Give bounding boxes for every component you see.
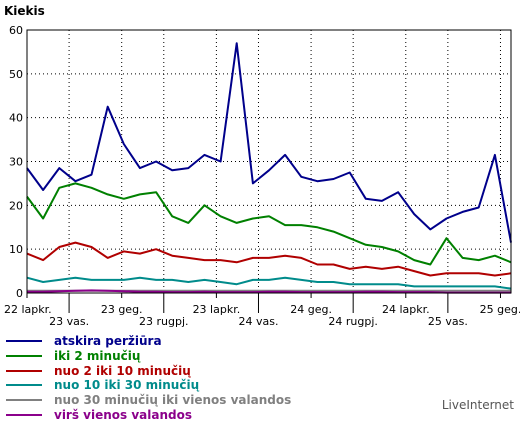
y-axis-ticks: 0 10 20 30 40 50 60 [9,24,23,300]
series-line-0 [26,42,512,243]
legend-swatch [6,413,42,416]
y-tick-label: 0 [16,287,23,300]
chart-title: Kiekis [4,4,45,18]
legend-swatch [6,384,42,387]
x-tick-label: 23 lapkr. [193,303,241,316]
legend-label: nuo 30 minučių iki vienos valandos [54,393,292,408]
plot-frame [26,29,512,294]
x-tick-label: 24 lapkr. [382,303,430,316]
legend: atskira peržiūra iki 2 minučių nuo 2 iki 1… [6,334,291,422]
series-lines [26,42,512,294]
x-tick-label: 24 rugpj. [328,315,378,328]
y-tick-label: 10 [9,243,23,256]
y-tick-label: 20 [9,199,23,212]
y-tick-label: 40 [9,112,23,125]
x-tick-label: 24 vas. [238,315,278,328]
legend-swatch [6,340,42,343]
legend-label: virš vienos valandos [54,407,193,422]
series-line-1 [26,182,512,266]
x-axis-ticks: 22 lapkr. 23 geg. 23 lapkr. 24 geg. 24 lapkr… [4,293,520,328]
series-line-2 [26,241,512,277]
legend-item: virš vienos valandos [6,407,291,422]
series-line-5 [27,289,511,294]
y-tick-label: 30 [9,156,23,169]
legend-label: iki 2 minučių [54,349,141,364]
legend-item: nuo 2 iki 10 minučių [6,363,291,378]
x-tick-label: 25 geg. [480,303,520,316]
legend-swatch [6,355,42,358]
legend-label: nuo 2 iki 10 minučių [54,363,191,378]
legend-swatch [6,399,42,402]
x-tick-label: 24 geg. [290,303,332,316]
legend-label: atskira peržiūra [54,334,162,349]
legend-item: nuo 10 iki 30 minučių [6,378,291,393]
x-tick-label: 23 geg. [101,303,143,316]
series-line-3 [26,276,512,290]
y-tick-label: 50 [9,68,23,81]
x-tick-label: 23 rugpj. [139,315,189,328]
y-tick-label: 60 [9,24,23,37]
legend-swatch [6,369,42,372]
liveinternet-credit: LiveInternet [441,398,514,412]
legend-label: nuo 10 iki 30 minučių [54,378,200,393]
x-tick-label: 22 lapkr. [4,303,52,316]
x-tick-label: 23 vas. [49,315,89,328]
legend-item: nuo 30 minučių iki vienos valandos [6,393,291,408]
x-tick-label: 25 vas. [428,315,468,328]
gridlines [27,30,511,293]
legend-item: atskira peržiūra [6,334,291,349]
legend-item: iki 2 minučių [6,349,291,364]
